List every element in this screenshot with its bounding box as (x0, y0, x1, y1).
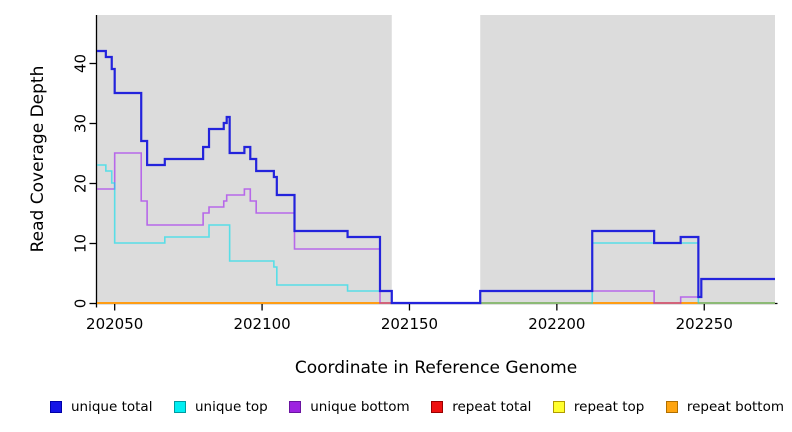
x-axis-title: Coordinate in Reference Genome (294, 358, 578, 378)
repeat-top-swatch-icon (552, 401, 565, 413)
series-line-unique-top (97, 164, 775, 304)
x-tick-label: 202050 (86, 315, 143, 333)
x-tick-label: 202150 (381, 315, 438, 333)
unique-total-swatch-icon (50, 401, 62, 413)
y-tick-label: 0 (72, 299, 90, 309)
legend-item-repeat-top: repeat top (552, 399, 645, 415)
legend-item-unique-top: unique top (174, 399, 268, 415)
legend-label: unique bottom (310, 399, 410, 415)
series-line-unique-total (97, 49, 775, 305)
y-tick-label: 20 (72, 174, 90, 193)
x-tick-label: 202100 (233, 315, 290, 333)
series-line-unique-bottom (97, 152, 775, 304)
legend: unique total unique top unique bottom re… (50, 395, 784, 419)
y-tick-label: 40 (72, 54, 90, 73)
x-tick-label: 202200 (528, 315, 585, 333)
legend-item-repeat-total: repeat total (431, 399, 531, 415)
y-tick-label: 30 (72, 114, 90, 133)
y-tick-label: 10 (72, 234, 90, 253)
legend-item-repeat-bottom: repeat bottom (665, 399, 784, 415)
legend-label: repeat top (573, 399, 645, 415)
repeat-total-swatch-icon (431, 401, 444, 413)
y-axis-title: Read Coverage Depth (28, 65, 48, 253)
legend-item-unique-total: unique total (50, 399, 152, 415)
legend-label: unique total (71, 399, 153, 415)
x-tick-label: 202250 (676, 315, 733, 333)
coverage-region-background (480, 15, 775, 303)
unique-bottom-swatch-icon (289, 401, 302, 413)
legend-label: repeat total (452, 399, 532, 415)
legend-label: unique top (195, 399, 268, 415)
legend-item-unique-bottom: unique bottom (289, 399, 410, 415)
repeat-bottom-swatch-icon (665, 401, 678, 413)
unique-top-swatch-icon (174, 401, 186, 413)
legend-label: repeat bottom (686, 399, 784, 415)
